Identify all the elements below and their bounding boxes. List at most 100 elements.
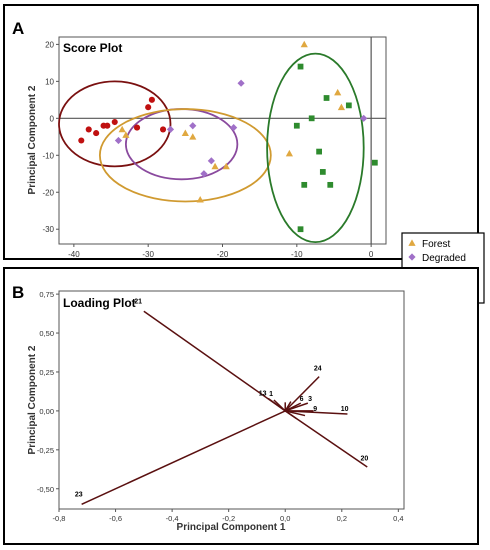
point-pasture <box>104 122 111 129</box>
score-ytick-label: -10 <box>42 151 54 160</box>
score-xtick-label: 0 <box>369 250 374 259</box>
loading-ytick-label: 0,50 <box>39 329 54 338</box>
loading-vector <box>284 410 297 420</box>
score-xtick-label: -30 <box>142 250 154 259</box>
loading-xtick-label: 0,0 <box>280 514 290 523</box>
loading-vector-21 <box>143 310 286 412</box>
loading-xtick-label: -0,2 <box>222 514 235 523</box>
score-xtick-label: -40 <box>68 250 80 259</box>
loading-ytick-label: -0,25 <box>37 446 54 455</box>
loading-label-9: 9 <box>313 406 317 413</box>
point-forest <box>222 162 230 170</box>
loading-xtick-label: 0,2 <box>337 514 347 523</box>
point-floodplain <box>297 63 304 70</box>
legend-label-degraded: Degraded <box>422 253 466 264</box>
point-degraded <box>166 125 175 134</box>
loading-plot-xlabel: Principal Component 1 <box>177 522 286 533</box>
point-degraded <box>230 123 238 132</box>
point-degraded <box>237 79 245 87</box>
loading-vector-23 <box>81 410 286 506</box>
loading-vector-20 <box>284 410 368 468</box>
point-pasture <box>145 104 152 111</box>
point-floodplain <box>327 181 334 188</box>
point-floodplain <box>301 181 308 188</box>
loading-label-13: 13 <box>259 390 267 397</box>
score-ytick-label: -20 <box>42 188 54 197</box>
score-plot: Score Plot Principal Component 2 -40 -30 -… <box>27 36 387 259</box>
point-degraded <box>114 136 123 145</box>
loading-ytick-label: 0,75 <box>39 290 54 299</box>
loading-vector-24 <box>284 376 320 412</box>
loading-xtick-label: -0,8 <box>53 514 66 523</box>
loading-plot: Loading Plot Principal Component 1 Princ… <box>27 290 405 533</box>
loading-ytick-label: 0,00 <box>39 407 54 416</box>
point-forest <box>122 131 130 138</box>
loading-plot-title: Loading Plot <box>63 296 136 310</box>
score-plot-title: Score Plot <box>63 41 122 55</box>
point-degraded <box>200 170 208 178</box>
ellipse-pasture <box>58 80 172 168</box>
point-pasture <box>159 126 167 133</box>
loading-label-1: 1 <box>269 391 273 398</box>
loading-vector <box>285 410 306 417</box>
point-floodplain <box>308 115 315 122</box>
loading-xtick-label: 0,4 <box>393 514 403 523</box>
loading-label-6: 6 <box>300 396 304 403</box>
loading-xtick-label: -0,6 <box>109 514 122 523</box>
loading-xtick-label: -0,4 <box>166 514 179 523</box>
loading-label-21: 21 <box>134 298 142 305</box>
ellipse-floodplain <box>266 52 365 244</box>
point-degraded <box>360 114 368 122</box>
score-ytick-label: 0 <box>50 114 55 123</box>
point-pasture <box>133 124 141 131</box>
point-pasture <box>85 126 92 133</box>
score-plot-area <box>58 36 387 245</box>
point-forest <box>189 133 197 140</box>
point-forest <box>334 88 342 96</box>
score-xtick-label: -10 <box>291 250 303 259</box>
loading-vector-3 <box>284 402 309 412</box>
panel-b-letter: B <box>12 283 24 302</box>
point-forest <box>285 149 293 157</box>
loading-vector <box>284 401 292 412</box>
point-floodplain <box>293 122 300 129</box>
point-floodplain <box>371 159 378 166</box>
point-degraded <box>207 157 215 165</box>
point-forest <box>181 129 189 136</box>
point-forest <box>118 125 126 133</box>
loading-label-24: 24 <box>314 365 322 372</box>
score-ytick-label: -30 <box>42 225 54 234</box>
loading-label-23: 23 <box>75 492 83 499</box>
loading-vector-1 <box>273 399 286 412</box>
point-floodplain <box>323 95 330 101</box>
ellipse-forest <box>98 108 272 203</box>
score-plot-ylabel: Principal Component 2 <box>27 85 38 194</box>
point-degraded <box>189 122 197 130</box>
loading-label-10: 10 <box>341 406 349 413</box>
point-floodplain <box>297 226 304 233</box>
legend-marker-forest <box>408 239 416 246</box>
loading-label-3: 3 <box>308 396 312 403</box>
legend-label-forest: Forest <box>422 239 451 250</box>
loading-label-20: 20 <box>361 456 369 463</box>
score-ytick-label: 10 <box>45 77 54 86</box>
point-pasture <box>93 130 100 137</box>
loading-ytick-label: 0,25 <box>39 368 54 377</box>
point-pasture <box>111 118 118 126</box>
point-pasture <box>78 137 85 144</box>
point-forest <box>196 196 204 203</box>
point-pasture <box>148 96 155 103</box>
point-floodplain <box>316 148 322 155</box>
point-forest <box>300 40 308 48</box>
score-ytick-label: 20 <box>45 40 54 49</box>
point-floodplain <box>319 169 326 175</box>
loading-plot-area <box>58 290 405 510</box>
score-xtick-label: -20 <box>217 250 229 259</box>
loading-plot-ylabel: Principal Component 2 <box>27 345 38 454</box>
point-floodplain <box>345 102 352 109</box>
loading-ytick-label: -0,50 <box>37 485 54 494</box>
panel-a-letter: A <box>12 19 24 38</box>
point-forest <box>337 103 346 111</box>
legend-marker-degraded <box>408 253 416 261</box>
